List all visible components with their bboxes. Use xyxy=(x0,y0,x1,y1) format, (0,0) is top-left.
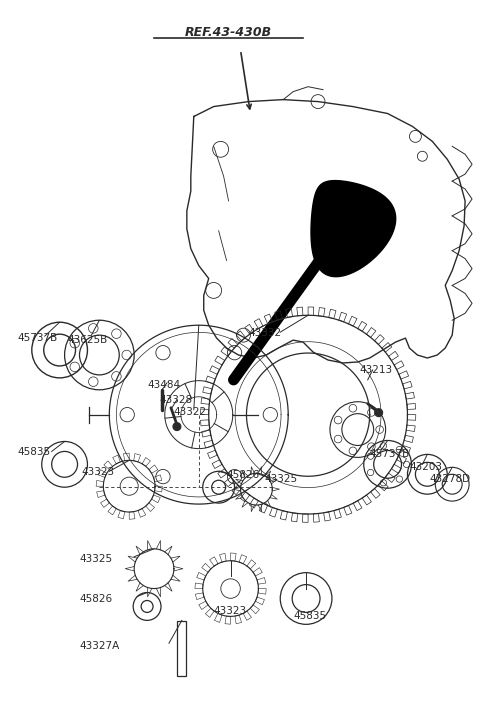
Text: 45835: 45835 xyxy=(18,448,51,458)
Text: 43328: 43328 xyxy=(159,395,192,405)
Text: 43278D: 43278D xyxy=(429,474,470,484)
Text: 43332: 43332 xyxy=(249,328,282,338)
Bar xyxy=(178,621,186,675)
Text: REF.43-430B: REF.43-430B xyxy=(185,26,272,39)
Text: 45826: 45826 xyxy=(80,594,113,604)
Circle shape xyxy=(375,409,383,417)
Text: 43325: 43325 xyxy=(264,474,298,484)
Polygon shape xyxy=(311,180,396,276)
Text: 43325: 43325 xyxy=(80,553,113,563)
Text: 43213: 43213 xyxy=(360,365,393,375)
Text: 43323: 43323 xyxy=(82,468,115,478)
Text: 45835: 45835 xyxy=(293,611,326,621)
Text: 43323: 43323 xyxy=(214,606,247,616)
Circle shape xyxy=(173,422,181,430)
Text: 43322: 43322 xyxy=(174,407,207,417)
Text: 45737B: 45737B xyxy=(18,333,58,343)
Text: 45826: 45826 xyxy=(227,470,260,480)
Text: 43484: 43484 xyxy=(147,379,180,390)
Text: 43625B: 43625B xyxy=(68,335,108,345)
Text: 43327A: 43327A xyxy=(80,642,120,652)
Text: 45737B: 45737B xyxy=(370,450,410,460)
Text: 43203: 43203 xyxy=(409,463,443,473)
